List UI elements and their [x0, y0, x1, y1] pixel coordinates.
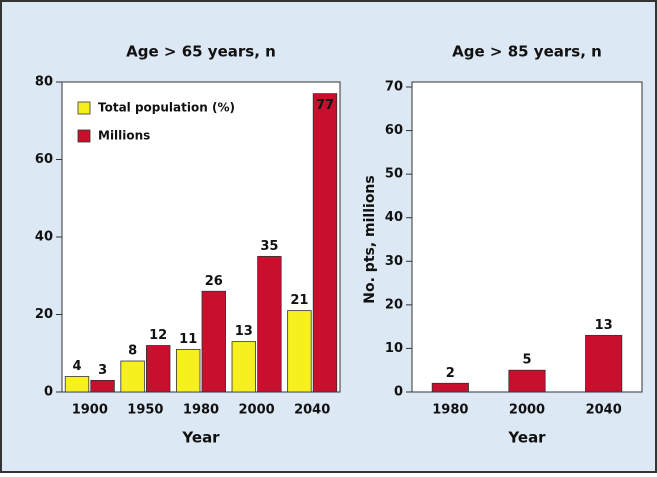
- y-tick-label: 10: [385, 341, 403, 356]
- value-label: 13: [235, 324, 253, 339]
- value-label: 35: [260, 239, 278, 254]
- value-label: 5: [522, 353, 531, 368]
- y-tick-label: 30: [385, 254, 403, 269]
- bar: [90, 379, 115, 393]
- y-tick-label: 70: [385, 80, 403, 95]
- value-label: 11: [179, 332, 197, 347]
- bar: [287, 310, 312, 393]
- legend-swatch: [77, 129, 91, 143]
- x-tick-label: 2040: [586, 403, 622, 418]
- x-tick-label: 2000: [509, 403, 545, 418]
- bar: [120, 360, 145, 393]
- value-label: 13: [595, 318, 613, 333]
- legend-label: Total population (%): [98, 101, 235, 115]
- bar: [585, 334, 623, 393]
- bar: [257, 255, 282, 393]
- value-label: 26: [205, 274, 223, 289]
- value-label: 4: [72, 359, 81, 374]
- x-tick-label: 2000: [239, 403, 275, 418]
- value-label: 3: [98, 363, 107, 378]
- x-tick-label: 1900: [72, 403, 108, 418]
- bar: [201, 290, 226, 393]
- y-tick-label: 40: [35, 230, 53, 245]
- x-tick-label: 2040: [294, 403, 330, 418]
- bar: [431, 382, 469, 393]
- bar: [231, 341, 257, 393]
- y-tick-label: 50: [385, 167, 403, 182]
- value-label: 21: [290, 293, 308, 308]
- y-tick-label: 60: [35, 152, 53, 167]
- x-tick-label: 1980: [432, 403, 468, 418]
- legend-label: Millions: [98, 129, 150, 143]
- value-label: 8: [128, 344, 137, 359]
- x-tick-label: 1980: [183, 403, 219, 418]
- chart-title: Age > 65 years, n: [126, 43, 276, 61]
- y-axis-label: No. pts, millions: [362, 175, 378, 303]
- value-label: 12: [149, 328, 167, 343]
- bar: [64, 376, 90, 393]
- bar: [312, 93, 338, 393]
- x-tick-label: 1950: [127, 403, 163, 418]
- bar: [508, 369, 546, 393]
- chart-title: Age > 85 years, n: [452, 43, 602, 61]
- value-label: 77: [316, 98, 334, 113]
- y-tick-label: 80: [35, 75, 53, 90]
- y-tick-label: 20: [35, 307, 53, 322]
- bar: [176, 348, 201, 393]
- y-tick-label: 60: [385, 123, 403, 138]
- y-tick-label: 20: [385, 297, 403, 312]
- y-tick-label: 0: [394, 385, 403, 400]
- legend-swatch: [77, 101, 91, 115]
- value-label: 2: [446, 366, 455, 381]
- x-axis-label: Year: [507, 429, 546, 447]
- bar: [145, 345, 171, 393]
- y-tick-label: 40: [385, 210, 403, 225]
- y-tick-label: 0: [44, 385, 53, 400]
- x-axis-label: Year: [181, 429, 220, 447]
